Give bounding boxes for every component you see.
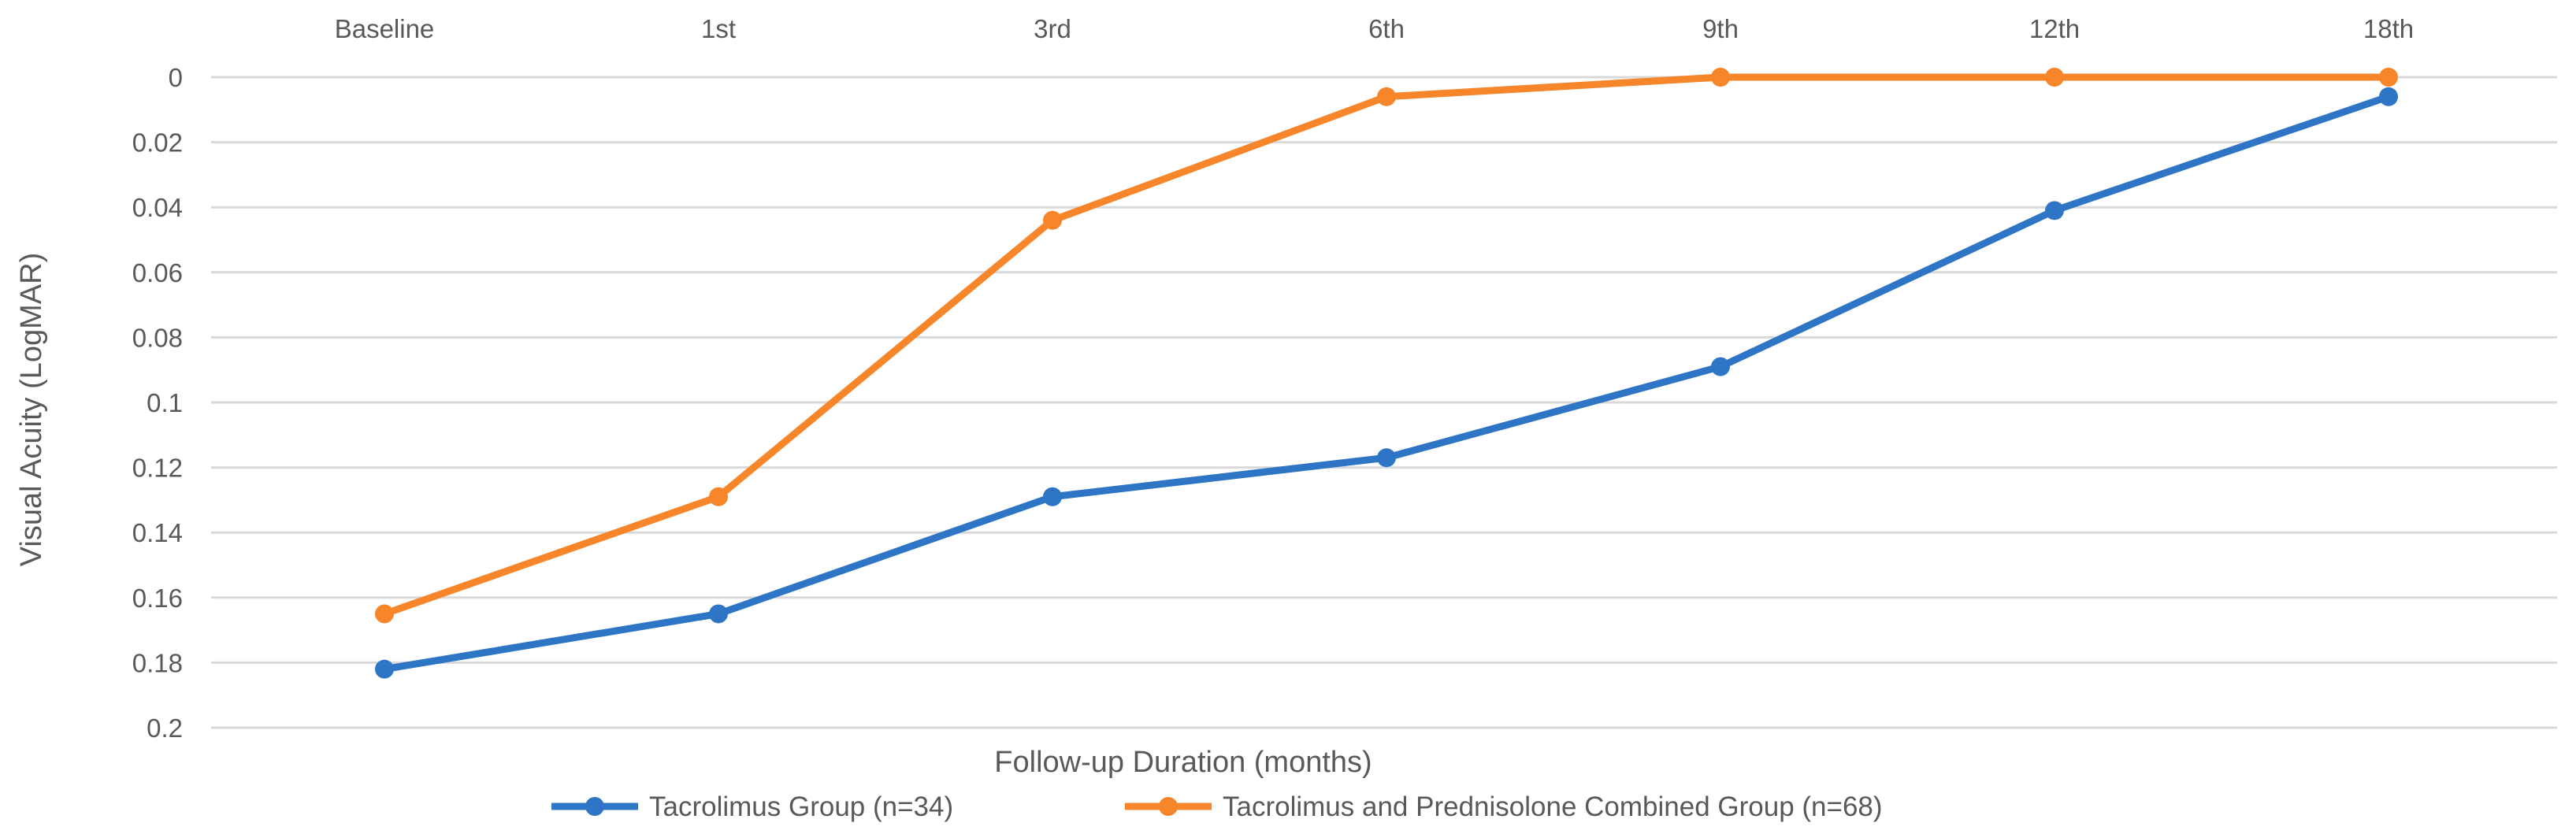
data-point [375,604,394,624]
data-point [1711,68,1730,87]
y-tick-label: 0.12 [132,454,183,483]
gridlines [211,76,2557,729]
y-tick-label: 0.16 [132,584,183,613]
y-tick-label: 0.1 [147,388,183,417]
legend-item: Tacrolimus Group (n=34) [551,791,953,822]
y-tick-label: 0.04 [132,193,183,222]
data-point [2045,201,2064,221]
series-layer [375,68,2398,679]
legend-item: Tacrolimus and Prednisolone Combined Gro… [1125,791,1883,822]
x-axis-tick-labels: Baseline 1st 3rd 6th 9th 12th 18th [335,14,2414,43]
x-tick-label: 18th [2363,14,2414,43]
y-tick-label: 0.14 [132,518,183,547]
data-point [1377,448,1396,468]
data-point [1711,357,1730,376]
x-tick-label: 12th [2029,14,2080,43]
legend-marker [585,797,604,816]
legend-marker [1159,797,1178,816]
data-point [709,604,728,624]
y-tick-label: 0.08 [132,323,183,352]
series-2 [375,68,2398,624]
series-line [380,93,2392,673]
legend-label: Tacrolimus Group (n=34) [649,791,953,822]
legend-label: Tacrolimus and Prednisolone Combined Gro… [1223,791,1883,822]
y-tick-label: 0.18 [132,648,183,677]
data-point [1043,210,1062,230]
series-1 [375,87,2398,679]
y-axis-tick-labels: 0 0.02 0.04 0.06 0.08 0.1 0.12 0.14 0.16 0.18 0.2 [132,63,183,743]
y-tick-label: 0.2 [147,714,183,743]
data-point [2379,68,2398,87]
legend: Tacrolimus Group (n=34) Tacrolimus and Pr… [551,791,1883,822]
data-point [375,659,394,679]
x-tick-label: 9th [1702,14,1739,43]
x-tick-label: 6th [1368,14,1405,43]
y-tick-label: 0.02 [132,128,183,158]
y-tick-label: 0 [169,63,183,92]
data-point [1043,487,1062,506]
data-point [2379,87,2398,106]
y-tick-label: 0.06 [132,258,183,287]
data-point [2045,68,2064,87]
x-tick-label: Baseline [335,14,435,43]
y-axis-title: Visual Acuity (LogMAR) [15,253,48,566]
data-point [709,487,728,506]
x-tick-label: 3rd [1034,14,1071,43]
x-axis-title: Follow-up Duration (months) [994,746,1372,779]
data-point [1377,87,1396,106]
x-tick-label: 1st [701,14,736,43]
